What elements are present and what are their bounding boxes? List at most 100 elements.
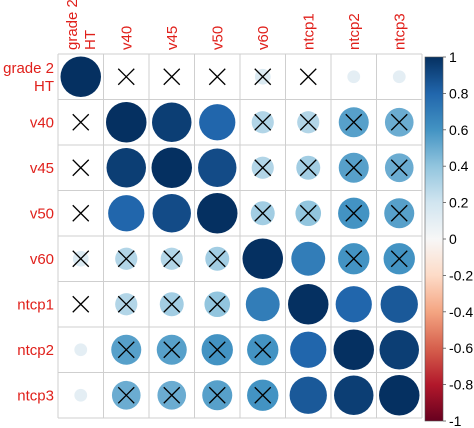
insignificant-cross-mark [390, 159, 408, 177]
corr-circle-grade-2-ht-grade-2-ht [60, 56, 101, 97]
corr-circle-grade-2-ht-ntcp2 [347, 70, 361, 84]
corr-circle-v45-v40 [106, 148, 146, 188]
legend-tick-label: -0.6 [449, 340, 473, 356]
legend-ticks: 1 0.8 0.6 0.4 0.2 0 -0.2 -0.4 -0.6 -0.8 -1 [443, 49, 473, 428]
legend-tick-label: -0.4 [449, 304, 473, 320]
insignificant-cross-mark [254, 113, 272, 131]
insignificant-cross-mark [254, 386, 272, 404]
insignificant-cross-mark [390, 204, 408, 222]
legend-tick-label: 0.8 [449, 85, 469, 101]
corr-circle-v40-v45 [152, 102, 192, 142]
insignificant-cross-mark [163, 341, 181, 359]
insignificant-cross-mark [299, 204, 317, 222]
insignificant-cross-mark [254, 341, 272, 359]
corr-circle-ntcp3-ntcp3 [379, 375, 420, 416]
insignificant-cross-mark [254, 159, 272, 177]
insignificant-cross-mark [163, 386, 181, 404]
row-label-grade-2-ht: HT [34, 78, 54, 95]
corr-circle-v50-v45 [152, 194, 191, 233]
corr-circle-ntcp1-ntcp2 [335, 286, 372, 323]
corr-circle-v60-v60 [242, 238, 283, 279]
corr-circle-ntcp1-ntcp3 [380, 285, 418, 323]
column-label-v50: v50 [209, 26, 226, 50]
corr-circle-v40-v50 [199, 104, 236, 141]
insignificant-cross-mark [117, 341, 135, 359]
insignificant-cross-mark [208, 386, 226, 404]
row-label-v45: v45 [30, 160, 54, 177]
legend-tick-label: -0.8 [449, 377, 473, 393]
insignificant-cross-mark [390, 250, 408, 268]
insignificant-cross-mark [299, 68, 317, 86]
column-label-v60: v60 [255, 26, 272, 50]
corr-circle-v45-v45 [151, 147, 192, 188]
insignificant-cross-mark [208, 295, 226, 313]
row-label-ntcp1: ntcp1 [17, 296, 54, 313]
column-label-ntcp2: ntcp2 [346, 13, 363, 50]
row-label-ntcp3: ntcp3 [17, 387, 54, 404]
corr-circle-ntcp2-grade-2-ht [74, 343, 88, 357]
insignificant-cross-mark [163, 68, 181, 86]
insignificant-cross-mark [254, 204, 272, 222]
insignificant-cross-mark [72, 113, 90, 131]
column-label-v40: v40 [118, 26, 135, 50]
corr-circle-v50-v40 [108, 195, 145, 232]
insignificant-cross-mark [72, 250, 90, 268]
insignificant-cross-mark [345, 159, 363, 177]
row-labels: grade 2HT v40 v45 v50 v60 ntcp1 ntcp2 ntcp3 [3, 60, 54, 405]
insignificant-cross-mark [208, 68, 226, 86]
row-label-ntcp2: ntcp2 [17, 342, 54, 359]
color-legend: 1 0.8 0.6 0.4 0.2 0 -0.2 -0.4 -0.6 -0.8 -1 [424, 49, 473, 428]
insignificant-cross-mark [117, 68, 135, 86]
legend-tick-label: 0.6 [449, 122, 469, 138]
insignificant-cross-mark [117, 250, 135, 268]
corr-circle-ntcp3-ntcp1 [289, 376, 327, 414]
insignificant-cross-mark [117, 295, 135, 313]
insignificant-cross-mark [299, 159, 317, 177]
row-label-v40: v40 [30, 114, 54, 131]
row-label-v50: v50 [30, 205, 54, 222]
insignificant-cross-mark [254, 68, 272, 86]
corr-circle-ntcp2-ntcp2 [333, 329, 374, 370]
insignificant-cross-mark [345, 113, 363, 131]
corr-circle-grade-2-ht-ntcp3 [392, 70, 406, 84]
insignificant-cross-mark [299, 113, 317, 131]
legend-tick-label: 0 [449, 231, 457, 247]
corr-circle-v45-v50 [198, 148, 237, 187]
corr-circle-ntcp2-ntcp3 [379, 330, 419, 370]
insignificant-cross-mark [208, 341, 226, 359]
corr-circle-v40-v40 [106, 102, 147, 143]
corr-circle-ntcp2-ntcp1 [290, 331, 327, 368]
column-label-v45: v45 [164, 26, 181, 50]
corr-circle-ntcp3-ntcp2 [334, 375, 374, 415]
insignificant-cross-mark [345, 250, 363, 268]
legend-tick-label: 1 [449, 49, 457, 65]
insignificant-cross-mark [72, 295, 90, 313]
legend-tick-label: 0.4 [449, 158, 469, 174]
legend-tick-label: -1 [449, 413, 462, 428]
matrix-grid [57, 53, 423, 419]
matrix-cells [60, 56, 420, 416]
legend-tick-label: 0.2 [449, 195, 469, 211]
corr-circle-ntcp1-ntcp1 [288, 284, 329, 325]
insignificant-cross-mark [163, 295, 181, 313]
column-label-grade-2-ht: grade 2 [64, 0, 81, 50]
insignificant-cross-mark [72, 159, 90, 177]
corr-circle-ntcp1-v60 [245, 287, 280, 322]
row-label-grade-2-ht: grade 2 [3, 60, 54, 77]
legend-tick-label: -0.2 [449, 267, 473, 283]
corr-circle-ntcp3-grade-2-ht [74, 388, 88, 402]
insignificant-cross-mark [163, 250, 181, 268]
column-label-grade-2-ht: HT [82, 30, 99, 50]
insignificant-cross-mark [208, 250, 226, 268]
column-labels: grade 2 HT v40 v45 v50 v60 ntcp1 ntcp2 ntcp3 [64, 0, 409, 50]
corr-circle-v50-v50 [197, 193, 238, 234]
column-label-ntcp3: ntcp3 [391, 13, 408, 50]
insignificant-cross-mark [72, 204, 90, 222]
row-label-v60: v60 [30, 251, 54, 268]
corr-circle-v60-ntcp1 [291, 241, 326, 276]
legend-colorbar [424, 56, 444, 422]
insignificant-cross-mark [117, 386, 135, 404]
column-label-ntcp1: ntcp1 [300, 13, 317, 50]
insignificant-cross-mark [345, 204, 363, 222]
